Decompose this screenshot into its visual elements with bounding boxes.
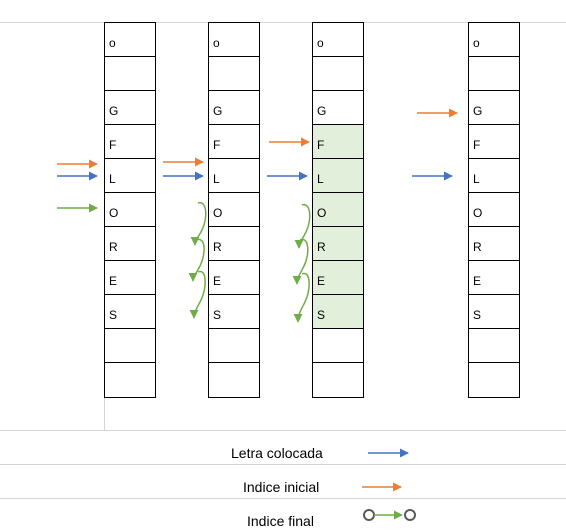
green-loop-arrow-icon xyxy=(188,238,205,282)
array-cell: L xyxy=(209,159,259,193)
array-cell: E xyxy=(105,261,155,295)
array-cell: L xyxy=(313,159,363,193)
legend-green-circle-arrow-icon xyxy=(363,509,416,521)
array-cell: F xyxy=(105,125,155,159)
array-cell: o xyxy=(313,23,363,57)
array-cell: R xyxy=(105,227,155,261)
array-cell: G xyxy=(209,91,259,125)
gridline-h1 xyxy=(0,430,566,431)
array-cell: O xyxy=(469,193,519,227)
array-cell xyxy=(105,329,155,363)
array-cell xyxy=(105,57,155,91)
array-cell: S xyxy=(469,295,519,329)
array-cell: S xyxy=(105,295,155,329)
array-cell: G xyxy=(469,91,519,125)
green-loop-arrow-icon xyxy=(294,204,311,249)
array-cell: F xyxy=(209,125,259,159)
array-cell: S xyxy=(209,295,259,329)
gridline-h3 xyxy=(0,498,566,499)
array-cell: G xyxy=(105,91,155,125)
green-loop-arrow-icon xyxy=(293,272,310,323)
array-cell: L xyxy=(105,159,155,193)
gridline-h2 xyxy=(0,464,566,465)
array-cell: O xyxy=(105,193,155,227)
array-cell xyxy=(469,329,519,363)
array-cell: R xyxy=(313,227,363,261)
array-cell: E xyxy=(209,261,259,295)
array-cell: o xyxy=(469,23,519,57)
legend-letter-placed: Letra colocada xyxy=(231,445,323,461)
array-cell: R xyxy=(209,227,259,261)
array-cell: o xyxy=(105,23,155,57)
array-cell: E xyxy=(469,261,519,295)
array-cell: L xyxy=(469,159,519,193)
array-cell: R xyxy=(469,227,519,261)
array-cell: F xyxy=(469,125,519,159)
array-cell: o xyxy=(209,23,259,57)
green-loop-arrow-icon xyxy=(190,202,207,246)
green-loop-arrow-icon xyxy=(189,270,206,319)
array-cell: E xyxy=(313,261,363,295)
array-cell xyxy=(313,329,363,363)
array-cell xyxy=(209,329,259,363)
array-cell: O xyxy=(313,193,363,227)
gridline-top xyxy=(0,22,566,23)
array-cell: G xyxy=(313,91,363,125)
array-cell: O xyxy=(209,193,259,227)
array-cell xyxy=(469,57,519,91)
array-cell: S xyxy=(313,295,363,329)
legend-initial-index: Indice inicial xyxy=(243,479,320,495)
green-loop-arrow-icon xyxy=(292,238,309,285)
array-cell: F xyxy=(313,125,363,159)
array-cell xyxy=(313,57,363,91)
legend-final-index: Indice final xyxy=(247,513,314,529)
array-cell xyxy=(209,57,259,91)
